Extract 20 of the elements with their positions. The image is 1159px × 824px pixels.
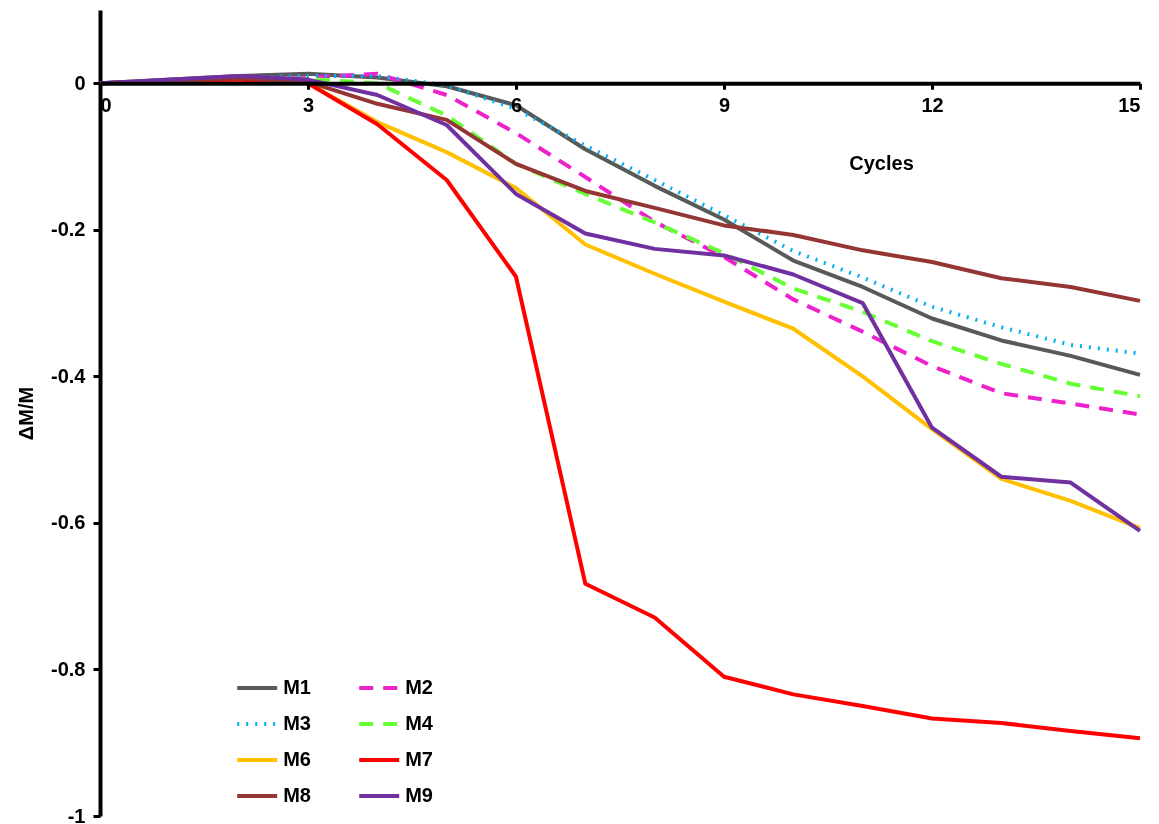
- y-tick-label: -0.4: [51, 364, 87, 387]
- y-tick-label: 0: [74, 71, 86, 94]
- legend-label: M4: [405, 712, 434, 734]
- legend-label: M7: [405, 748, 433, 770]
- legend-label: M2: [405, 676, 433, 698]
- x-tick-label: 3: [302, 93, 315, 116]
- x-axis-title: Cycles: [849, 151, 914, 174]
- y-axis-title: ΔM/M: [15, 386, 38, 441]
- y-tick-label: -0.8: [51, 657, 86, 680]
- legend-label: M3: [283, 712, 311, 734]
- y-tick-label: -0.6: [51, 511, 86, 534]
- x-tick-label: 15: [1118, 93, 1141, 116]
- legend-label: M9: [405, 784, 433, 806]
- x-tick-label: 9: [718, 93, 731, 116]
- legend-label: M6: [283, 748, 311, 770]
- y-tick-label: -0.2: [51, 218, 86, 241]
- legend-label: M8: [283, 784, 311, 806]
- y-tick-label: -1: [67, 804, 86, 824]
- x-tick-label: 12: [921, 93, 944, 116]
- legend-label: M1: [283, 676, 311, 698]
